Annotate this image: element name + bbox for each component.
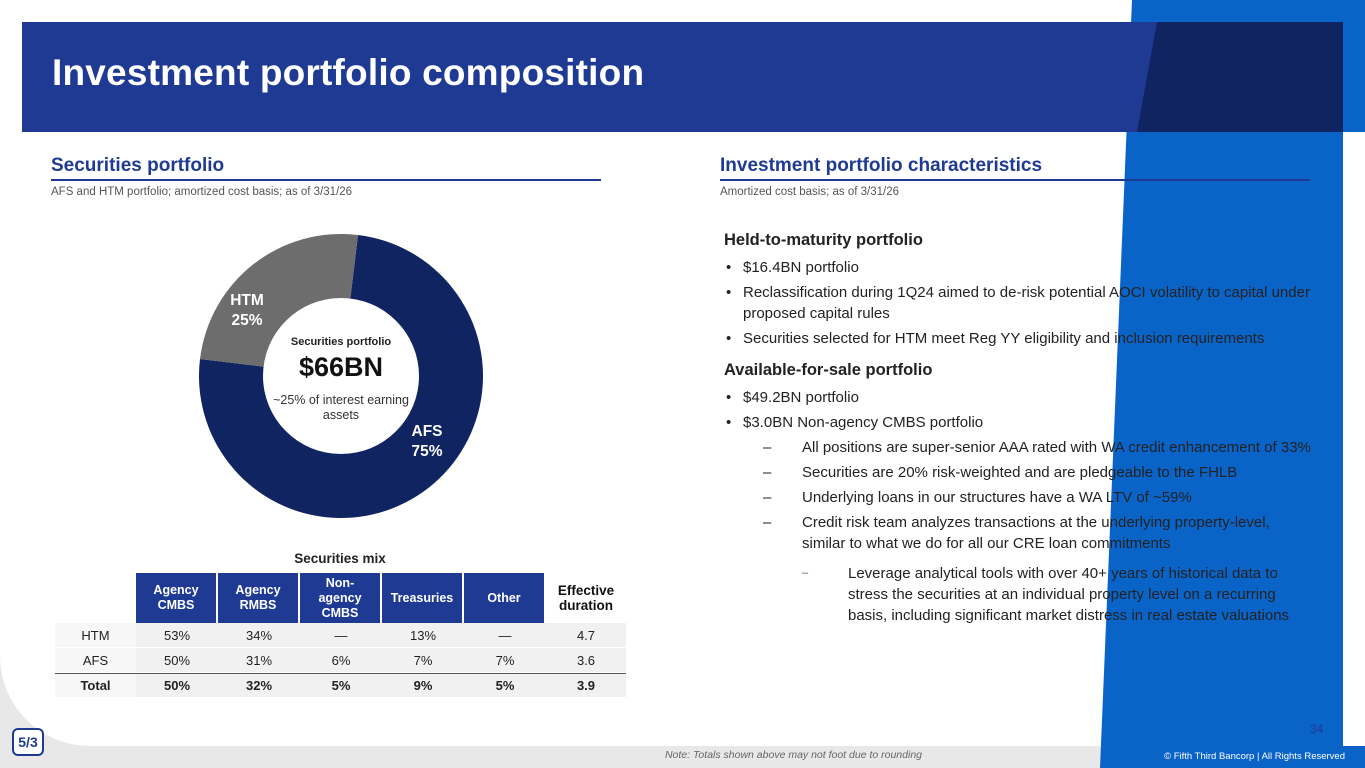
afs-bullet-list: $49.2BN portfolio $3.0BN Non-agency CMBS…: [724, 387, 1314, 626]
table-cell: 3.9: [546, 673, 626, 698]
sub-list-item: Securities are 20% risk-weighted and are…: [763, 462, 1314, 483]
portfolio-donut-chart: [199, 234, 484, 518]
table-total-row: Total 50% 32% 5% 9% 5% 3.9: [55, 673, 626, 698]
donut-hole: [263, 298, 419, 454]
table-cell: 6%: [300, 648, 382, 673]
donut-label-htm: HTM 25%: [217, 291, 277, 331]
table-cell: 34%: [218, 623, 300, 648]
row-label: HTM: [55, 623, 136, 648]
list-item-text: $3.0BN Non-agency CMBS portfolio: [743, 414, 984, 431]
section-divider: [51, 179, 601, 181]
table-cell: 7%: [464, 648, 546, 673]
sub-list-item: Underlying loans in our structures have …: [763, 487, 1314, 508]
list-item: $49.2BN portfolio: [724, 387, 1314, 408]
donut-center-value: $66BN: [298, 352, 384, 382]
table-cell: —: [464, 623, 546, 648]
securities-portfolio-subtitle: AFS and HTM portfolio; amortized cost ba…: [51, 186, 353, 198]
decorative-white-strip: [1343, 132, 1365, 746]
row-label: Total: [55, 673, 136, 698]
cmbs-sub-list: All positions are super-senior AAA rated…: [743, 437, 1314, 554]
section-divider: [720, 179, 1310, 181]
htm-segment-name: HTM: [230, 292, 264, 309]
afs-segment-percent: 75%: [411, 443, 443, 460]
rounding-note: Note: Totals shown above may not foot du…: [664, 749, 922, 761]
characteristics-title: Investment portfolio characteristics: [720, 155, 1043, 176]
column-header: Non-agency CMBS: [300, 573, 382, 623]
donut-label-afs: AFS 75%: [397, 422, 457, 462]
column-header: Agency CMBS: [136, 573, 218, 623]
table-row: AFS 50% 31% 6% 7% 7% 3.6: [55, 648, 626, 673]
page-title: Investment portfolio composition: [52, 52, 645, 93]
characteristics-subtitle: Amortized cost basis; as of 3/31/26: [720, 186, 899, 198]
header-accent: [1137, 22, 1343, 132]
fifth-third-logo-icon: 5/3: [12, 728, 44, 756]
column-header: Treasuries: [382, 573, 464, 623]
afs-segment-name: AFS: [411, 423, 443, 440]
characteristics-body: Held-to-maturity portfolio $16.4BN portf…: [724, 230, 1314, 637]
copyright-text: © Fifth Third Bancorp | All Rights Reser…: [1164, 751, 1345, 762]
analytics-sub-list: Leverage analytical tools with over 40+ …: [743, 563, 1314, 626]
donut-center-note: ~25% of interest earning assets: [273, 393, 409, 422]
table-cell: 32%: [218, 673, 300, 698]
table-cell: —: [300, 623, 382, 648]
table-cell: 50%: [136, 673, 218, 698]
table-cell: 3.6: [546, 648, 626, 673]
header-banner: Investment portfolio composition: [22, 22, 1343, 132]
securities-mix-title: Securities mix: [294, 551, 386, 566]
column-header-duration: Effective duration: [546, 573, 626, 623]
table-cell: 50%: [136, 648, 218, 673]
table-cell: 7%: [382, 648, 464, 673]
table-cell: 53%: [136, 623, 218, 648]
securities-mix-table: Agency CMBS Agency RMBS Non-agency CMBS …: [55, 573, 626, 698]
sub-list-item: All positions are super-senior AAA rated…: [763, 437, 1314, 458]
table-cell: 4.7: [546, 623, 626, 648]
afs-heading: Available-for-sale portfolio: [724, 361, 933, 379]
table-cell: 5%: [464, 673, 546, 698]
htm-segment-percent: 25%: [231, 312, 263, 329]
htm-heading: Held-to-maturity portfolio: [724, 231, 923, 249]
htm-bullet-list: $16.4BN portfolio Reclassification durin…: [724, 257, 1314, 349]
list-item: Securities selected for HTM meet Reg YY …: [724, 328, 1314, 349]
table-row: HTM 53% 34% — 13% — 4.7: [55, 623, 626, 648]
table-cell: 13%: [382, 623, 464, 648]
donut-center-title: Securities portfolio: [290, 336, 392, 348]
list-item: Reclassification during 1Q24 aimed to de…: [724, 282, 1314, 324]
column-header: Other: [464, 573, 546, 623]
table-cell: 9%: [382, 673, 464, 698]
page-number: 34: [1310, 722, 1324, 736]
list-item: $3.0BN Non-agency CMBS portfolio All pos…: [724, 412, 1314, 626]
table-header-row: Agency CMBS Agency RMBS Non-agency CMBS …: [55, 573, 626, 623]
table-cell: 31%: [218, 648, 300, 673]
table-corner: [55, 573, 136, 623]
column-header: Agency RMBS: [218, 573, 300, 623]
securities-portfolio-title: Securities portfolio: [51, 155, 225, 176]
row-label: AFS: [55, 648, 136, 673]
sub-list-item: Credit risk team analyzes transactions a…: [763, 512, 1314, 554]
sub-sub-list-item: Leverage analytical tools with over 40+ …: [802, 563, 1314, 626]
list-item: $16.4BN portfolio: [724, 257, 1314, 278]
table-cell: 5%: [300, 673, 382, 698]
